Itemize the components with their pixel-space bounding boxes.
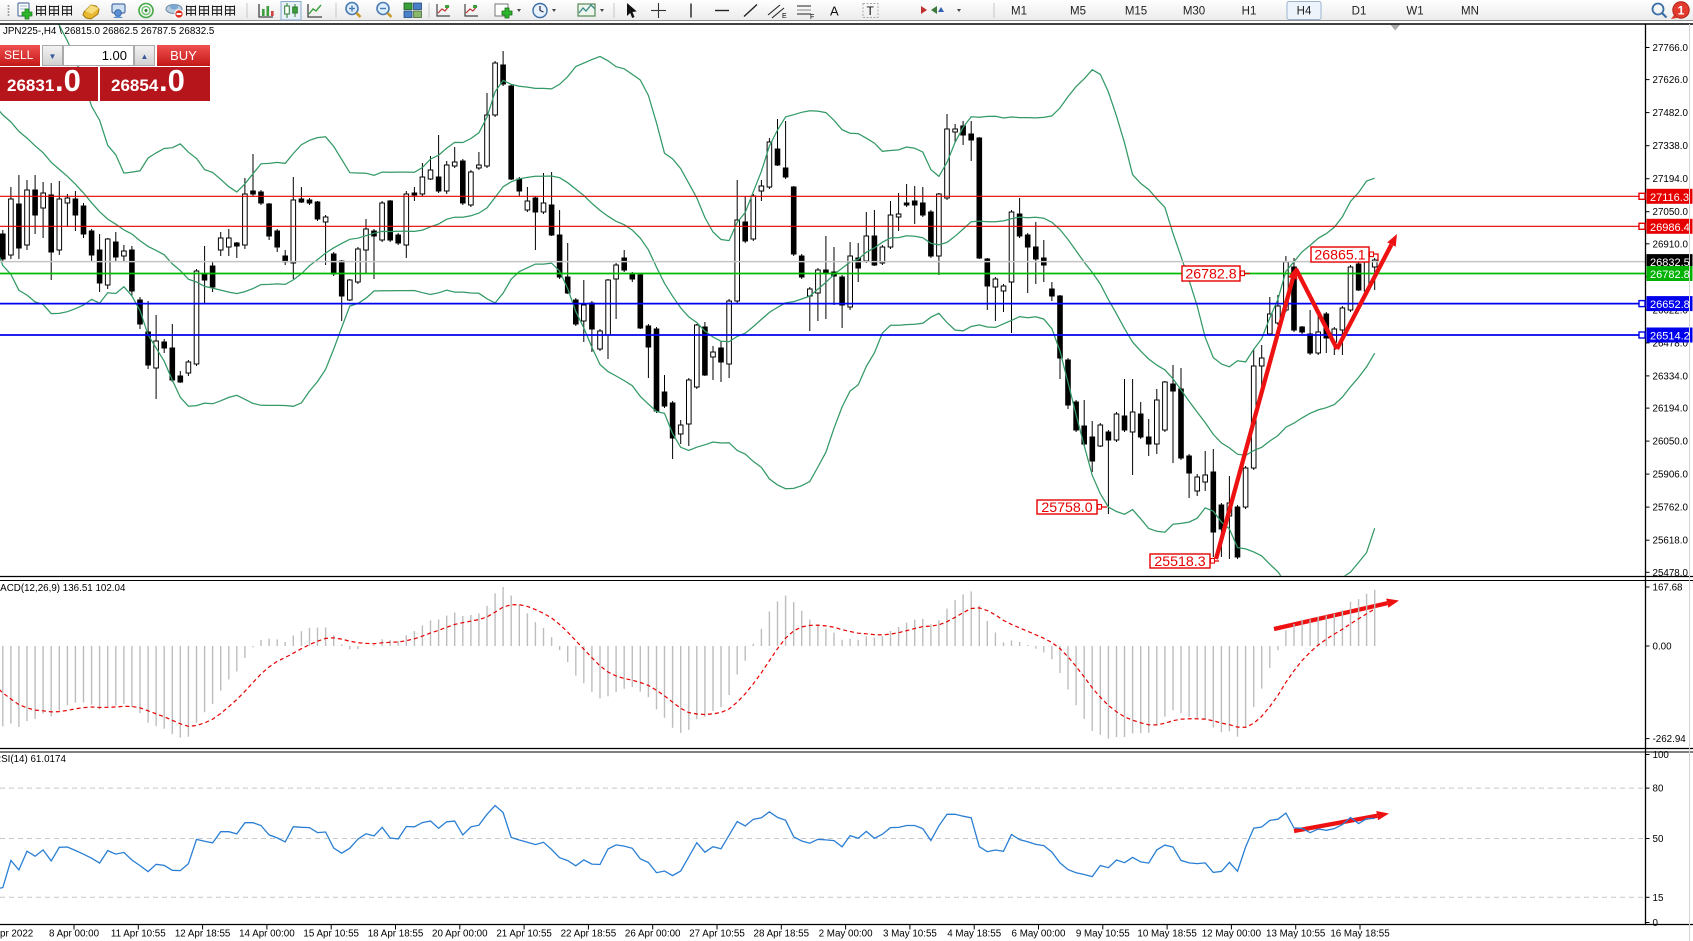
svg-text:26334.0: 26334.0 xyxy=(1653,371,1689,382)
svg-text:26986.4: 26986.4 xyxy=(1650,222,1690,234)
svg-text:80: 80 xyxy=(1653,784,1664,795)
svg-text:100: 100 xyxy=(1653,750,1670,761)
svg-text:0: 0 xyxy=(1653,918,1659,929)
svg-text:25618.0: 25618.0 xyxy=(1653,536,1689,547)
svg-text:27482.0: 27482.0 xyxy=(1653,108,1689,119)
svg-text:27 Apr 10:55: 27 Apr 10:55 xyxy=(689,929,745,940)
svg-text:10 May 18:55: 10 May 18:55 xyxy=(1137,929,1197,940)
svg-text:2 May 00:00: 2 May 00:00 xyxy=(819,929,873,940)
svg-text:26 Apr 00:00: 26 Apr 00:00 xyxy=(625,929,681,940)
svg-text:26782.8: 26782.8 xyxy=(1185,267,1236,283)
svg-text:JPN225-,H4 \ 26815.0 26862.5 2: JPN225-,H4 \ 26815.0 26862.5 26787.5 268… xyxy=(3,26,215,37)
svg-text:9 May 10:55: 9 May 10:55 xyxy=(1076,929,1130,940)
svg-text:27338.0: 27338.0 xyxy=(1653,141,1689,152)
svg-text:26652.8: 26652.8 xyxy=(1650,299,1690,311)
svg-text:D1: D1 xyxy=(1352,6,1367,18)
svg-text:167.68: 167.68 xyxy=(1653,583,1684,594)
svg-text:26910.0: 26910.0 xyxy=(1653,239,1689,250)
svg-text:20 Apr 00:00: 20 Apr 00:00 xyxy=(432,929,488,940)
svg-text:1: 1 xyxy=(1678,4,1685,18)
svg-text:M30: M30 xyxy=(1183,6,1205,18)
svg-text:8 Apr 00:00: 8 Apr 00:00 xyxy=(49,929,100,940)
svg-text:25518.3: 25518.3 xyxy=(1154,554,1205,570)
svg-text:W1: W1 xyxy=(1406,6,1423,18)
svg-text:RSI(14) 61.0174: RSI(14) 61.0174 xyxy=(0,754,66,765)
svg-text:22 Apr 18:55: 22 Apr 18:55 xyxy=(561,929,617,940)
svg-text:13 May 10:55: 13 May 10:55 xyxy=(1266,929,1326,940)
svg-text:T: T xyxy=(867,4,875,18)
svg-text:25478.0: 25478.0 xyxy=(1653,568,1689,579)
svg-text:27050.0: 27050.0 xyxy=(1653,207,1689,218)
svg-text:26478.0: 26478.0 xyxy=(1653,338,1689,349)
svg-text:A: A xyxy=(830,4,839,19)
svg-text:26050.0: 26050.0 xyxy=(1653,437,1689,448)
svg-text:3 May 10:55: 3 May 10:55 xyxy=(883,929,937,940)
svg-text:pr 2022: pr 2022 xyxy=(0,929,33,940)
svg-text:27626.0: 27626.0 xyxy=(1653,75,1689,86)
svg-text:25758.0: 25758.0 xyxy=(1041,500,1092,516)
svg-text:50: 50 xyxy=(1653,834,1664,845)
svg-text:26194.0: 26194.0 xyxy=(1653,404,1689,415)
svg-text:26782.8: 26782.8 xyxy=(1650,269,1690,281)
svg-text:26514.2: 26514.2 xyxy=(1650,331,1690,343)
svg-text:28 Apr 18:55: 28 Apr 18:55 xyxy=(754,929,810,940)
svg-text:0.00: 0.00 xyxy=(1653,642,1673,653)
svg-text:H1: H1 xyxy=(1242,6,1257,18)
svg-text:15 Apr 10:55: 15 Apr 10:55 xyxy=(303,929,359,940)
svg-text:18 Apr 18:55: 18 Apr 18:55 xyxy=(368,929,424,940)
svg-text:H4: H4 xyxy=(1297,6,1312,18)
svg-text:MN: MN xyxy=(1461,6,1479,18)
svg-text:E: E xyxy=(782,13,787,20)
svg-text:14 Apr 00:00: 14 Apr 00:00 xyxy=(239,929,295,940)
svg-text:12 May 00:00: 12 May 00:00 xyxy=(1202,929,1262,940)
svg-text:15: 15 xyxy=(1653,893,1664,904)
svg-text:F: F xyxy=(810,14,814,21)
svg-text:12 Apr 18:55: 12 Apr 18:55 xyxy=(175,929,231,940)
svg-text:M15: M15 xyxy=(1125,6,1147,18)
svg-text:M5: M5 xyxy=(1070,6,1086,18)
svg-text:26865.1: 26865.1 xyxy=(1314,248,1365,264)
svg-text:6 May 00:00: 6 May 00:00 xyxy=(1012,929,1066,940)
svg-text:27116.3: 27116.3 xyxy=(1650,192,1689,204)
svg-text:27766.0: 27766.0 xyxy=(1653,43,1689,54)
svg-text:M1: M1 xyxy=(1011,6,1027,18)
svg-text:-262.94: -262.94 xyxy=(1653,734,1687,745)
svg-text:11 Apr 10:55: 11 Apr 10:55 xyxy=(111,929,166,940)
svg-text:4 May 18:55: 4 May 18:55 xyxy=(947,929,1001,940)
svg-text:25762.0: 25762.0 xyxy=(1653,503,1689,514)
svg-text:21 Apr 10:55: 21 Apr 10:55 xyxy=(496,929,552,940)
svg-text:25906.0: 25906.0 xyxy=(1653,470,1689,481)
svg-text:27194.0: 27194.0 xyxy=(1653,174,1689,185)
svg-text:MACD(12,26,9) 136.51 102.04: MACD(12,26,9) 136.51 102.04 xyxy=(0,583,126,594)
svg-text:16 May 18:55: 16 May 18:55 xyxy=(1330,929,1390,940)
